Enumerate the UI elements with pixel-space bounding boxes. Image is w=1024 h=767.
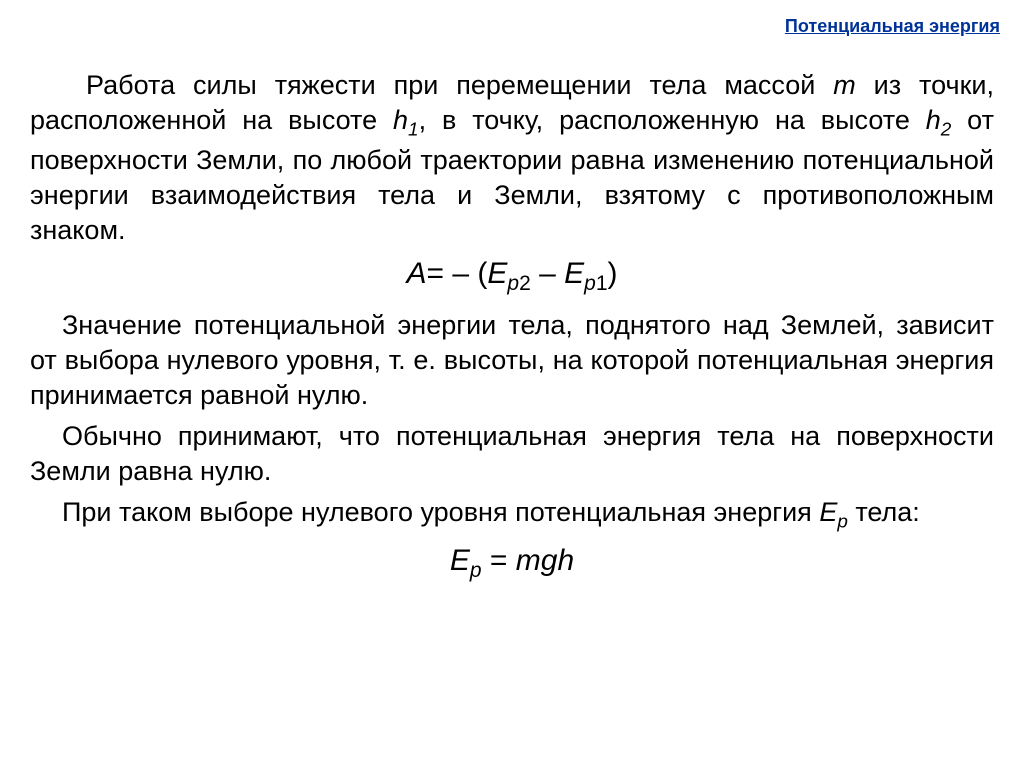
f1-p2: p	[507, 272, 519, 295]
f2-E: E	[450, 544, 470, 577]
f1-n2: 2	[519, 272, 531, 295]
var-h2-sub: 2	[941, 119, 952, 140]
f1-p1: p	[584, 272, 596, 295]
f1-E1: E	[487, 257, 507, 290]
paragraph-3: Обычно принимают, что потенциальная энер…	[30, 419, 994, 489]
p4-t1: При таком выборе нулевого уровня потенци…	[62, 497, 819, 527]
f1-close: )	[608, 257, 618, 290]
p1-t3: , в точку, расположенную на высоте	[419, 105, 926, 135]
var-h1-sub: 1	[408, 119, 419, 140]
f2-p: p	[470, 559, 482, 582]
f2-rhs: mgh	[516, 544, 574, 577]
f1-A: A	[406, 257, 426, 290]
var-Ep-sub: p	[837, 512, 848, 533]
paragraph-1: Работа силы тяжести при перемещении тела…	[30, 68, 994, 248]
f1-E2: E	[564, 257, 584, 290]
formula-2: Ep = mgh	[30, 541, 994, 584]
var-h2: h	[926, 105, 941, 135]
p1-t1: Работа силы тяжести при перемещении тела…	[86, 70, 833, 100]
f1-eq: = – (	[427, 257, 488, 290]
var-Ep: E	[819, 497, 837, 527]
formula-1: A= – (Ep2 – Ep1)	[30, 254, 994, 297]
header-link[interactable]: Потенциальная энергия	[785, 16, 1000, 37]
f1-n1: 1	[596, 272, 608, 295]
var-h1: h	[393, 105, 408, 135]
paragraph-4: При таком выборе нулевого уровня потенци…	[30, 495, 994, 535]
f2-eq: =	[482, 544, 516, 577]
f1-minus: –	[531, 257, 564, 290]
content-body: Работа силы тяжести при перемещении тела…	[30, 68, 994, 584]
paragraph-2: Значение потенциальной энергии тела, под…	[30, 308, 994, 413]
var-m: m	[833, 70, 856, 100]
p4-t2: тела:	[848, 497, 920, 527]
